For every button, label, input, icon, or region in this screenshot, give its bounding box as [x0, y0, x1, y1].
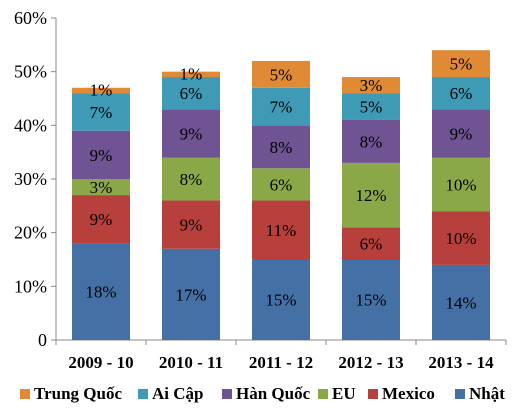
x-category-label: 2009 - 10: [68, 353, 133, 372]
legend-swatch: [222, 389, 232, 399]
y-tick-label: 60%: [14, 8, 47, 28]
data-label: 11%: [266, 221, 297, 240]
legend-label: Trung Quốc: [34, 384, 122, 403]
legend-swatch: [318, 389, 328, 399]
bar-segment: [72, 243, 130, 340]
bar-segment: [162, 248, 220, 340]
data-label: 10%: [445, 229, 476, 248]
data-label: 7%: [270, 98, 293, 117]
legend-label: Mexico: [382, 384, 435, 403]
bar-segment: [432, 157, 490, 212]
y-tick-label: 20%: [14, 223, 47, 243]
data-label: 5%: [270, 65, 293, 84]
bar-segment: [432, 77, 490, 110]
data-label: 15%: [355, 291, 386, 310]
bar-segment: [342, 227, 400, 260]
x-category-label: 2011 - 12: [249, 353, 313, 372]
data-label: 15%: [265, 291, 296, 310]
legend-swatch: [20, 389, 30, 399]
bar-segment: [432, 50, 490, 78]
x-category-label: 2010 - 11: [159, 353, 223, 372]
legend-label: EU: [332, 384, 356, 403]
bar-segment: [252, 200, 310, 260]
data-label: 6%: [270, 175, 293, 194]
legend-swatch: [455, 389, 465, 399]
data-label: 8%: [180, 170, 203, 189]
data-label: 8%: [270, 138, 293, 157]
data-label: 18%: [85, 283, 116, 302]
y-tick-label: 40%: [14, 115, 47, 135]
data-label: 1%: [90, 81, 113, 100]
bar-segment: [162, 71, 220, 78]
legend-swatch: [138, 389, 148, 399]
data-label: 3%: [90, 178, 113, 197]
bar-segment: [342, 77, 400, 94]
bar-segment: [72, 130, 130, 179]
bar-segment: [252, 60, 310, 88]
bar-segment: [252, 259, 310, 340]
data-label: 10%: [445, 175, 476, 194]
bar-segment: [72, 179, 130, 196]
data-label: 6%: [360, 234, 383, 253]
bar-segment: [432, 211, 490, 265]
data-label: 5%: [360, 98, 383, 117]
bar-segment: [252, 125, 310, 169]
bar-segment: [72, 195, 130, 244]
data-label: 1%: [180, 65, 203, 84]
legend-label: Nhật: [469, 384, 505, 403]
bar-segment: [432, 264, 490, 340]
bar-segment: [72, 93, 130, 131]
data-label: 9%: [180, 216, 203, 235]
bar-segment: [252, 168, 310, 201]
x-category-label: 2013 - 14: [428, 353, 494, 372]
data-label: 3%: [360, 76, 383, 95]
data-label: 14%: [445, 293, 476, 312]
bar-segment: [162, 200, 220, 249]
bar-segment: [162, 77, 220, 110]
x-category-label: 2012 - 13: [338, 353, 403, 372]
bar-segment: [342, 119, 400, 163]
y-tick-label: 0: [38, 330, 47, 350]
data-label: 9%: [90, 146, 113, 165]
bar-segment: [342, 259, 400, 340]
data-label: 6%: [450, 84, 473, 103]
data-label: 12%: [355, 186, 386, 205]
y-tick-label: 50%: [14, 62, 47, 82]
legend-label: Hàn Quốc: [236, 384, 311, 403]
data-label: 8%: [360, 132, 383, 151]
bar-segment: [162, 109, 220, 158]
bar-segment: [252, 87, 310, 126]
bar-segment: [162, 157, 220, 201]
data-label: 7%: [90, 103, 113, 122]
bar-segment: [342, 93, 400, 120]
y-tick-label: 30%: [14, 169, 47, 189]
data-label: 9%: [450, 124, 473, 143]
data-label: 17%: [175, 285, 206, 304]
bar-segment: [432, 109, 490, 158]
data-label: 9%: [180, 124, 203, 143]
y-tick-label: 10%: [14, 276, 47, 296]
data-label: 6%: [180, 84, 203, 103]
data-label: 9%: [90, 210, 113, 229]
bar-segment: [72, 87, 130, 94]
data-label: 5%: [450, 55, 473, 74]
legend-swatch: [368, 389, 378, 399]
legend-label: Ai Cập: [152, 384, 203, 403]
bar-segment: [342, 162, 400, 228]
